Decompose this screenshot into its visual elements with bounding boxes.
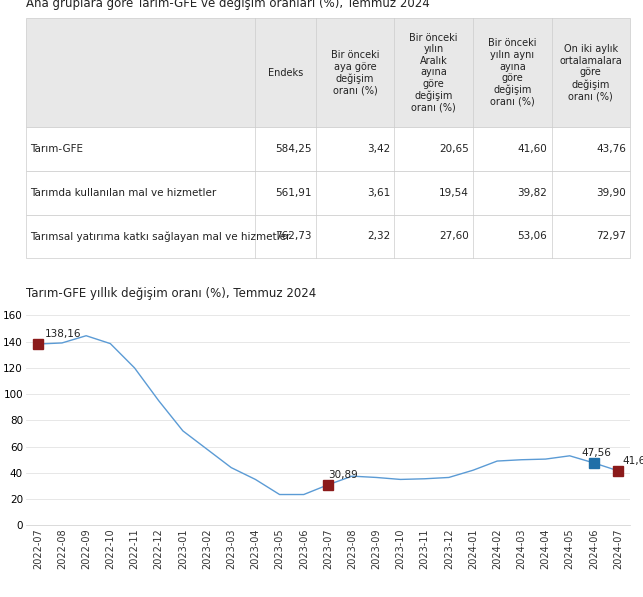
Text: 72,97: 72,97 [596,232,626,241]
Text: Tarımsal yatırıma katkı sağlayan mal ve hizmetler: Tarımsal yatırıma katkı sağlayan mal ve … [30,231,291,242]
Text: 41,60: 41,60 [518,144,547,154]
Text: 3,42: 3,42 [367,144,390,154]
Text: 561,91: 561,91 [275,188,312,198]
Text: 43,76: 43,76 [596,144,626,154]
Text: 20,65: 20,65 [439,144,469,154]
Text: 39,90: 39,90 [596,188,626,198]
Text: Bir önceki
yılın
Aralık
ayına
göre
değişim
oranı (%): Bir önceki yılın Aralık ayına göre değiş… [410,33,458,113]
Text: Bir önceki
yılın aynı
ayına
göre
değişim
oranı (%): Bir önceki yılın aynı ayına göre değişim… [488,38,536,107]
Text: 19,54: 19,54 [439,188,469,198]
Text: 53,06: 53,06 [518,232,547,241]
Text: 39,82: 39,82 [518,188,547,198]
Text: Endeks: Endeks [268,67,303,78]
Text: On iki aylık
ortalamalara
göre
değişim
oranı (%): On iki aylık ortalamalara göre değişim o… [559,44,622,101]
Text: 138,16: 138,16 [45,329,82,339]
Text: 47,56: 47,56 [582,448,611,458]
Bar [26,18,630,128]
Text: Tarım-GFE: Tarım-GFE [30,144,83,154]
Text: Ana gruplara göre Tarım-GFE ve değişim oranları (%), Temmuz 2024: Ana gruplara göre Tarım-GFE ve değişim o… [26,0,430,10]
Text: 762,73: 762,73 [275,232,312,241]
Text: 27,60: 27,60 [439,232,469,241]
Bar [26,128,630,171]
Text: 41,60: 41,60 [623,456,643,466]
Text: 584,25: 584,25 [275,144,312,154]
Text: Tarım-GFE yıllık değişim oranı (%), Temmuz 2024: Tarım-GFE yıllık değişim oranı (%), Temm… [26,287,316,300]
Text: 2,32: 2,32 [367,232,390,241]
Text: Bir önceki
aya göre
değişim
oranı (%): Bir önceki aya göre değişim oranı (%) [331,50,379,96]
Text: 30,89: 30,89 [328,470,358,479]
Text: Tarımda kullanılan mal ve hizmetler: Tarımda kullanılan mal ve hizmetler [30,188,216,198]
Bar [26,171,630,215]
Text: 3,61: 3,61 [367,188,390,198]
Bar [26,215,630,259]
